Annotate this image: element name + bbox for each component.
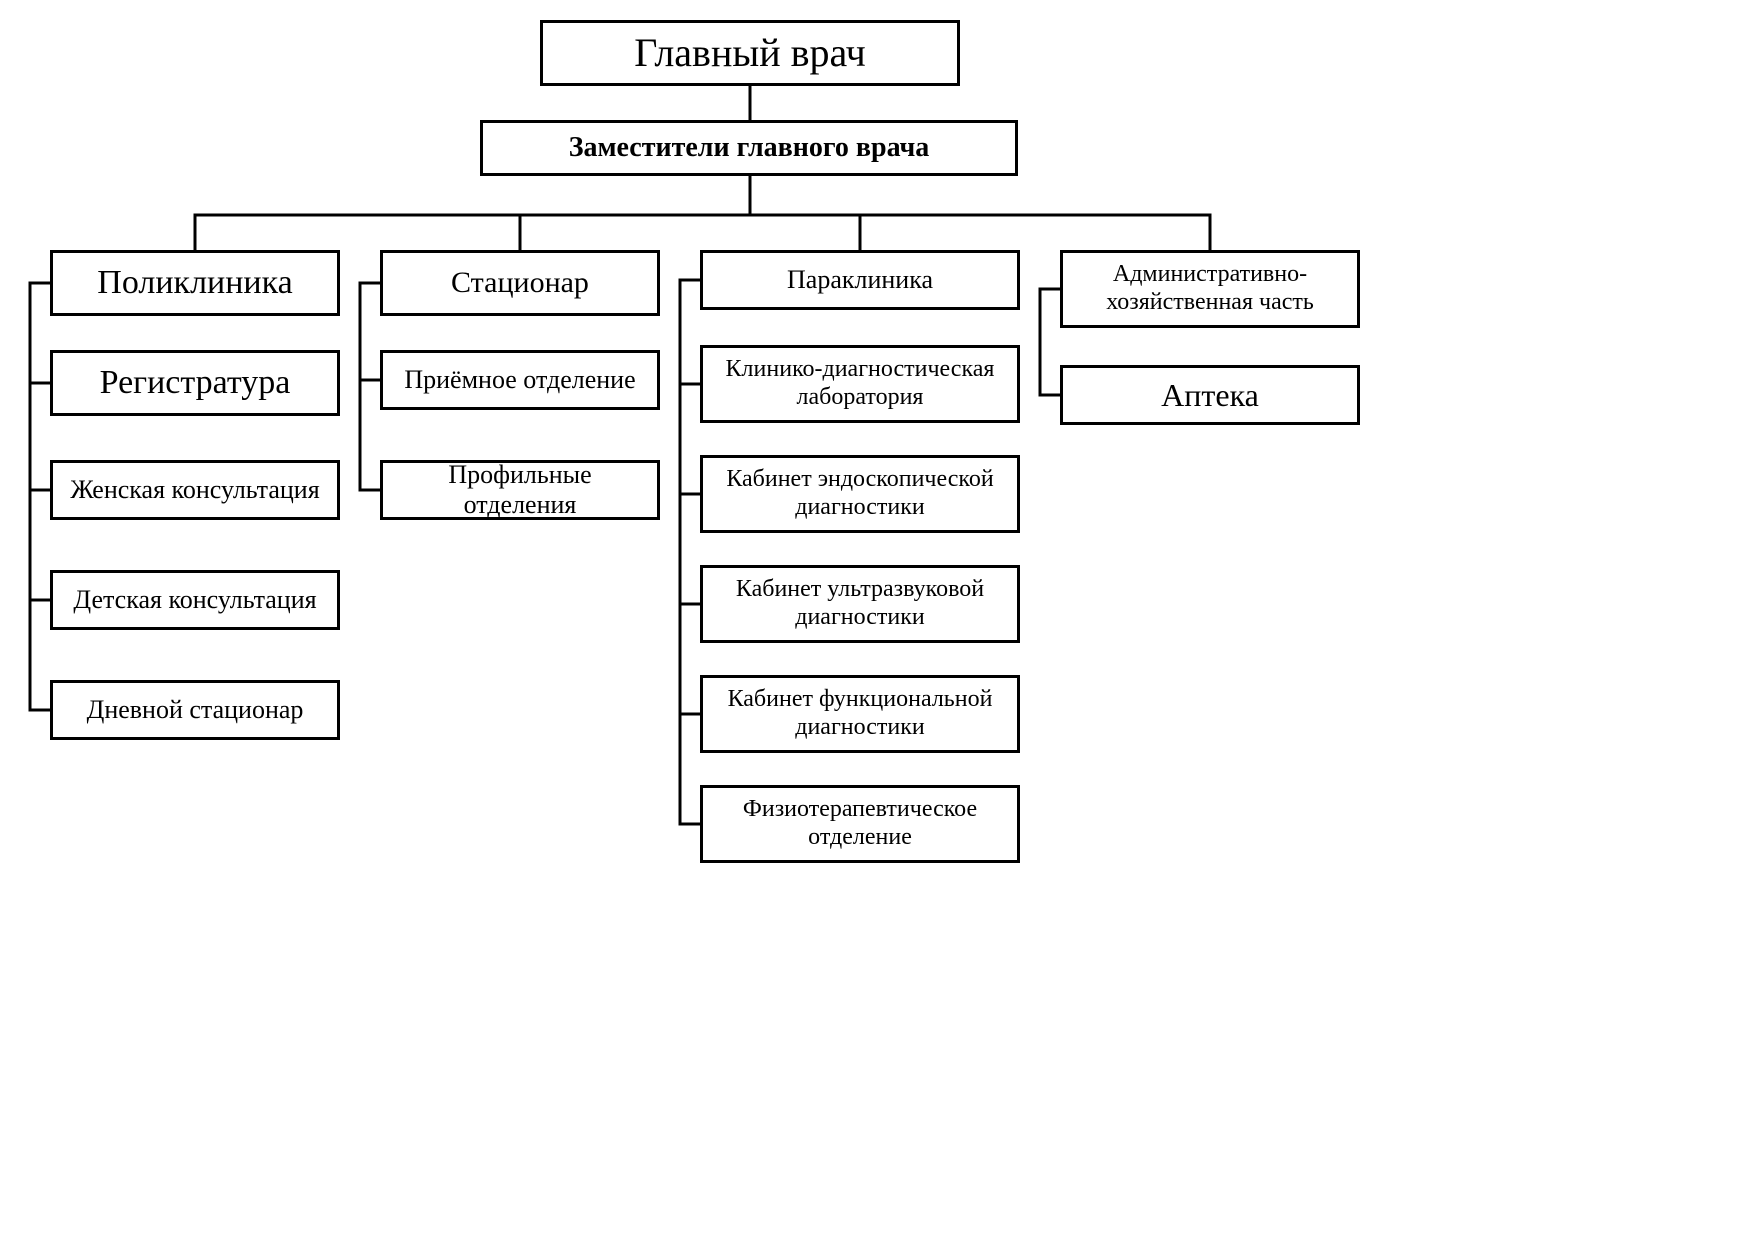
node-root: Главный врач (540, 20, 960, 86)
org-chart: Главный врач Заместители главного врача По… (0, 0, 1754, 1240)
node-paraclinic-child-0: Клинико-диагностическая лаборатория (700, 345, 1020, 423)
node-paraclinic-child-2: Кабинет ультразвуковой диагностики (700, 565, 1020, 643)
node-paraclinic-child-1: Кабинет эндоскопической диагностики (700, 455, 1020, 533)
node-deputy: Заместители главного врача (480, 120, 1018, 176)
node-admin-head: Административно-хозяйственная часть (1060, 250, 1360, 328)
node-polyclinic-child-0: Регистратура (50, 350, 340, 416)
node-hospital-child-0: Приёмное отделение (380, 350, 660, 410)
node-hospital-child-1: Профильные отделения (380, 460, 660, 520)
node-polyclinic-child-1: Женская консультация (50, 460, 340, 520)
node-polyclinic-child-3: Дневной стационар (50, 680, 340, 740)
node-polyclinic-head: Поликлиника (50, 250, 340, 316)
node-polyclinic-child-2: Детская консультация (50, 570, 340, 630)
node-hospital-head: Стационар (380, 250, 660, 316)
node-paraclinic-child-4: Физиотерапевтическое отделение (700, 785, 1020, 863)
node-paraclinic-child-3: Кабинет функциональной диагностики (700, 675, 1020, 753)
node-paraclinic-head: Параклиника (700, 250, 1020, 310)
node-admin-child-0: Аптека (1060, 365, 1360, 425)
